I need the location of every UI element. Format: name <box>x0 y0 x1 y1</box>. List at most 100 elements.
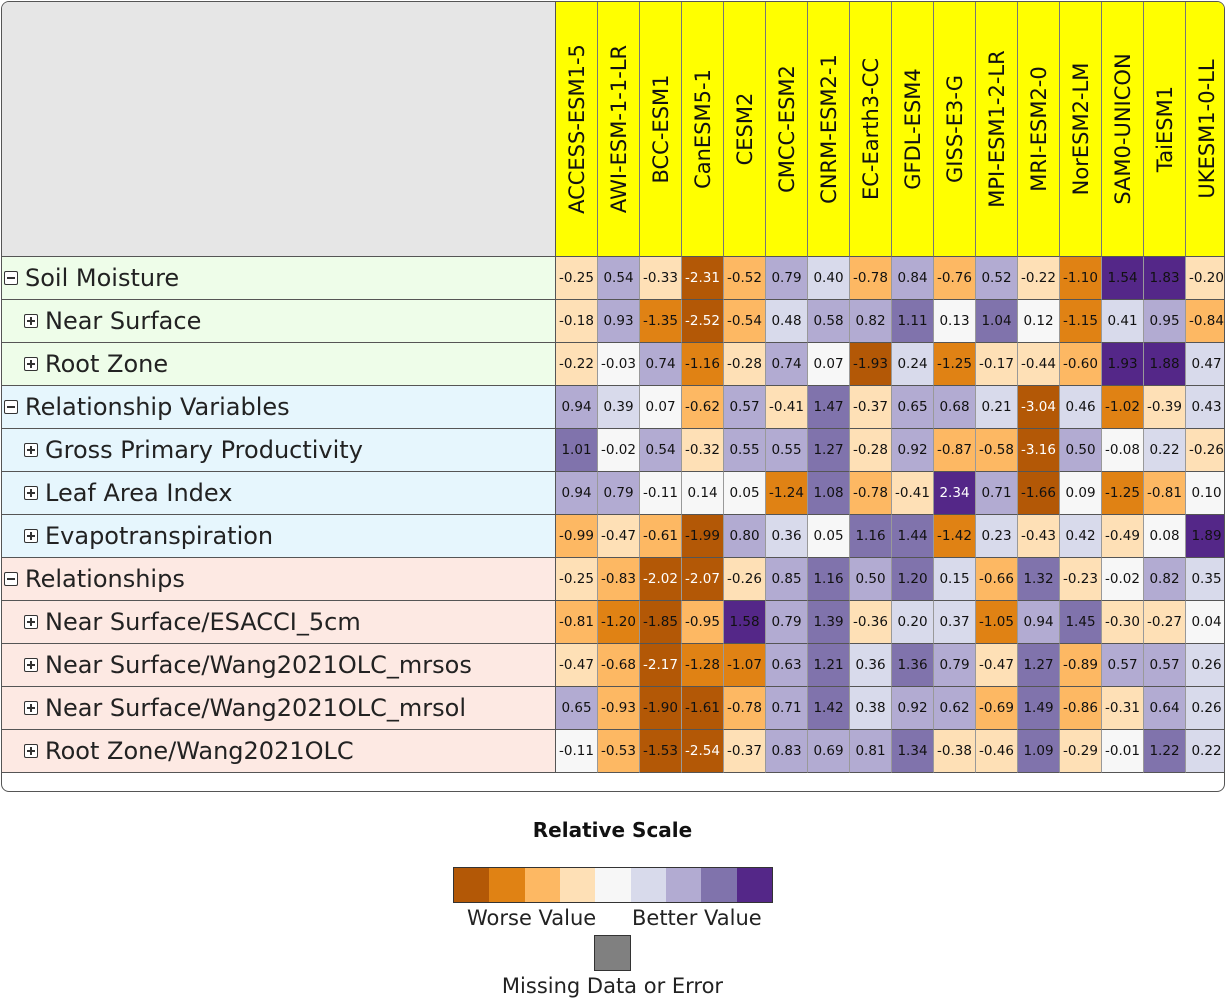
heatmap-cell[interactable]: 0.50 <box>850 558 892 601</box>
model-header-mri-esm2-0[interactable]: MRI-ESM2-0 <box>1018 2 1060 257</box>
heatmap-cell[interactable]: 0.07 <box>640 386 682 429</box>
heatmap-cell[interactable]: 0.07 <box>808 343 850 386</box>
heatmap-cell[interactable]: 0.23 <box>976 515 1018 558</box>
heatmap-cell[interactable]: -0.60 <box>1060 343 1102 386</box>
model-header-access-esm1-5[interactable]: ACCESS-ESM1-5 <box>556 2 598 257</box>
heatmap-cell[interactable]: 0.22 <box>1144 429 1186 472</box>
heatmap-cell[interactable]: 1.20 <box>892 558 934 601</box>
heatmap-cell[interactable]: 0.20 <box>892 601 934 644</box>
heatmap-cell[interactable]: -0.25 <box>556 558 598 601</box>
heatmap-cell[interactable]: -0.83 <box>598 558 640 601</box>
heatmap-cell[interactable]: -0.41 <box>892 472 934 515</box>
heatmap-cell[interactable]: -2.02 <box>640 558 682 601</box>
heatmap-cell[interactable]: -1.10 <box>1060 257 1102 300</box>
heatmap-cell[interactable]: -0.89 <box>1060 644 1102 687</box>
heatmap-cell[interactable]: -1.93 <box>850 343 892 386</box>
row-label-near-surface-esacci-5cm[interactable]: Near Surface/ESACCI_5cm <box>2 601 556 644</box>
heatmap-cell[interactable]: -0.44 <box>1018 343 1060 386</box>
heatmap-cell[interactable]: -0.26 <box>724 558 766 601</box>
heatmap-cell[interactable]: 0.94 <box>556 472 598 515</box>
heatmap-cell[interactable]: -0.78 <box>850 257 892 300</box>
heatmap-cell[interactable]: 1.11 <box>892 300 934 343</box>
heatmap-cell[interactable]: 0.42 <box>1060 515 1102 558</box>
heatmap-cell[interactable]: -0.76 <box>934 257 976 300</box>
heatmap-cell[interactable]: 0.15 <box>934 558 976 601</box>
heatmap-cell[interactable]: -0.02 <box>598 429 640 472</box>
heatmap-cell[interactable]: 1.58 <box>724 601 766 644</box>
model-header-cmcc-esm2[interactable]: CMCC-ESM2 <box>766 2 808 257</box>
heatmap-cell[interactable]: 0.21 <box>976 386 1018 429</box>
heatmap-cell[interactable]: -0.28 <box>850 429 892 472</box>
heatmap-cell[interactable]: 0.24 <box>892 343 934 386</box>
heatmap-cell[interactable]: -1.42 <box>934 515 976 558</box>
heatmap-cell[interactable]: 0.79 <box>934 644 976 687</box>
heatmap-cell[interactable]: -0.66 <box>976 558 1018 601</box>
model-header-cesm2[interactable]: CESM2 <box>724 2 766 257</box>
heatmap-cell[interactable]: 0.71 <box>766 687 808 730</box>
heatmap-cell[interactable]: 1.36 <box>892 644 934 687</box>
heatmap-cell[interactable]: -0.95 <box>682 601 724 644</box>
heatmap-cell[interactable]: -0.22 <box>556 343 598 386</box>
heatmap-cell[interactable]: 0.94 <box>1018 601 1060 644</box>
heatmap-cell[interactable]: 0.82 <box>1144 558 1186 601</box>
heatmap-cell[interactable]: -0.25 <box>556 257 598 300</box>
heatmap-cell[interactable]: 1.39 <box>808 601 850 644</box>
heatmap-cell[interactable]: -1.24 <box>766 472 808 515</box>
heatmap-cell[interactable]: 0.10 <box>1186 472 1224 515</box>
heatmap-cell[interactable]: 0.41 <box>1102 300 1144 343</box>
heatmap-cell[interactable]: 1.83 <box>1144 257 1186 300</box>
heatmap-cell[interactable]: -1.15 <box>1060 300 1102 343</box>
expand-icon[interactable] <box>24 529 38 543</box>
heatmap-cell[interactable]: 1.27 <box>808 429 850 472</box>
heatmap-cell[interactable]: 0.14 <box>682 472 724 515</box>
heatmap-cell[interactable]: -3.16 <box>1018 429 1060 472</box>
heatmap-cell[interactable]: -1.07 <box>724 644 766 687</box>
heatmap-cell[interactable]: -0.36 <box>850 601 892 644</box>
heatmap-cell[interactable]: 0.95 <box>1144 300 1186 343</box>
heatmap-cell[interactable]: 1.04 <box>976 300 1018 343</box>
heatmap-cell[interactable]: -0.84 <box>1186 300 1224 343</box>
heatmap-cell[interactable]: 0.50 <box>1060 429 1102 472</box>
model-header-cnrm-esm2-1[interactable]: CNRM-ESM2-1 <box>808 2 850 257</box>
heatmap-cell[interactable]: -1.99 <box>682 515 724 558</box>
heatmap-cell[interactable]: 0.55 <box>724 429 766 472</box>
heatmap-cell[interactable]: 0.82 <box>850 300 892 343</box>
heatmap-cell[interactable]: -0.81 <box>1144 472 1186 515</box>
heatmap-cell[interactable]: 0.40 <box>808 257 850 300</box>
heatmap-cell[interactable]: 0.69 <box>808 730 850 773</box>
heatmap-cell[interactable]: 0.46 <box>1060 386 1102 429</box>
model-header-noresm2-lm[interactable]: NorESM2-LM <box>1060 2 1102 257</box>
row-label-root-zone[interactable]: Root Zone <box>2 343 556 386</box>
heatmap-cell[interactable]: 0.54 <box>640 429 682 472</box>
expand-icon[interactable] <box>24 443 38 457</box>
heatmap-cell[interactable]: 0.57 <box>1144 644 1186 687</box>
heatmap-cell[interactable]: 0.74 <box>640 343 682 386</box>
heatmap-cell[interactable]: -2.54 <box>682 730 724 773</box>
heatmap-cell[interactable]: 0.36 <box>766 515 808 558</box>
heatmap-cell[interactable]: -0.31 <box>1102 687 1144 730</box>
heatmap-cell[interactable]: -1.16 <box>682 343 724 386</box>
expand-icon[interactable] <box>24 314 38 328</box>
heatmap-cell[interactable]: -0.58 <box>976 429 1018 472</box>
heatmap-cell[interactable]: -0.46 <box>976 730 1018 773</box>
model-header-awi-esm-1-1-lr[interactable]: AWI-ESM-1-1-LR <box>598 2 640 257</box>
heatmap-cell[interactable]: 1.44 <box>892 515 934 558</box>
heatmap-cell[interactable]: -1.02 <box>1102 386 1144 429</box>
heatmap-cell[interactable]: 0.92 <box>892 429 934 472</box>
heatmap-cell[interactable]: -0.68 <box>598 644 640 687</box>
heatmap-cell[interactable]: 0.04 <box>1186 601 1224 644</box>
heatmap-cell[interactable]: -0.37 <box>724 730 766 773</box>
heatmap-cell[interactable]: 1.88 <box>1144 343 1186 386</box>
model-header-gfdl-esm4[interactable]: GFDL-ESM4 <box>892 2 934 257</box>
heatmap-cell[interactable]: 2.34 <box>934 472 976 515</box>
heatmap-cell[interactable]: -0.28 <box>724 343 766 386</box>
heatmap-cell[interactable]: -1.25 <box>934 343 976 386</box>
model-header-bcc-esm1[interactable]: BCC-ESM1 <box>640 2 682 257</box>
heatmap-cell[interactable]: -0.33 <box>640 257 682 300</box>
heatmap-cell[interactable]: 0.26 <box>1186 644 1224 687</box>
heatmap-cell[interactable]: -0.32 <box>682 429 724 472</box>
heatmap-cell[interactable]: 1.47 <box>808 386 850 429</box>
heatmap-cell[interactable]: 1.16 <box>808 558 850 601</box>
heatmap-cell[interactable]: 0.83 <box>766 730 808 773</box>
heatmap-cell[interactable]: -1.20 <box>598 601 640 644</box>
